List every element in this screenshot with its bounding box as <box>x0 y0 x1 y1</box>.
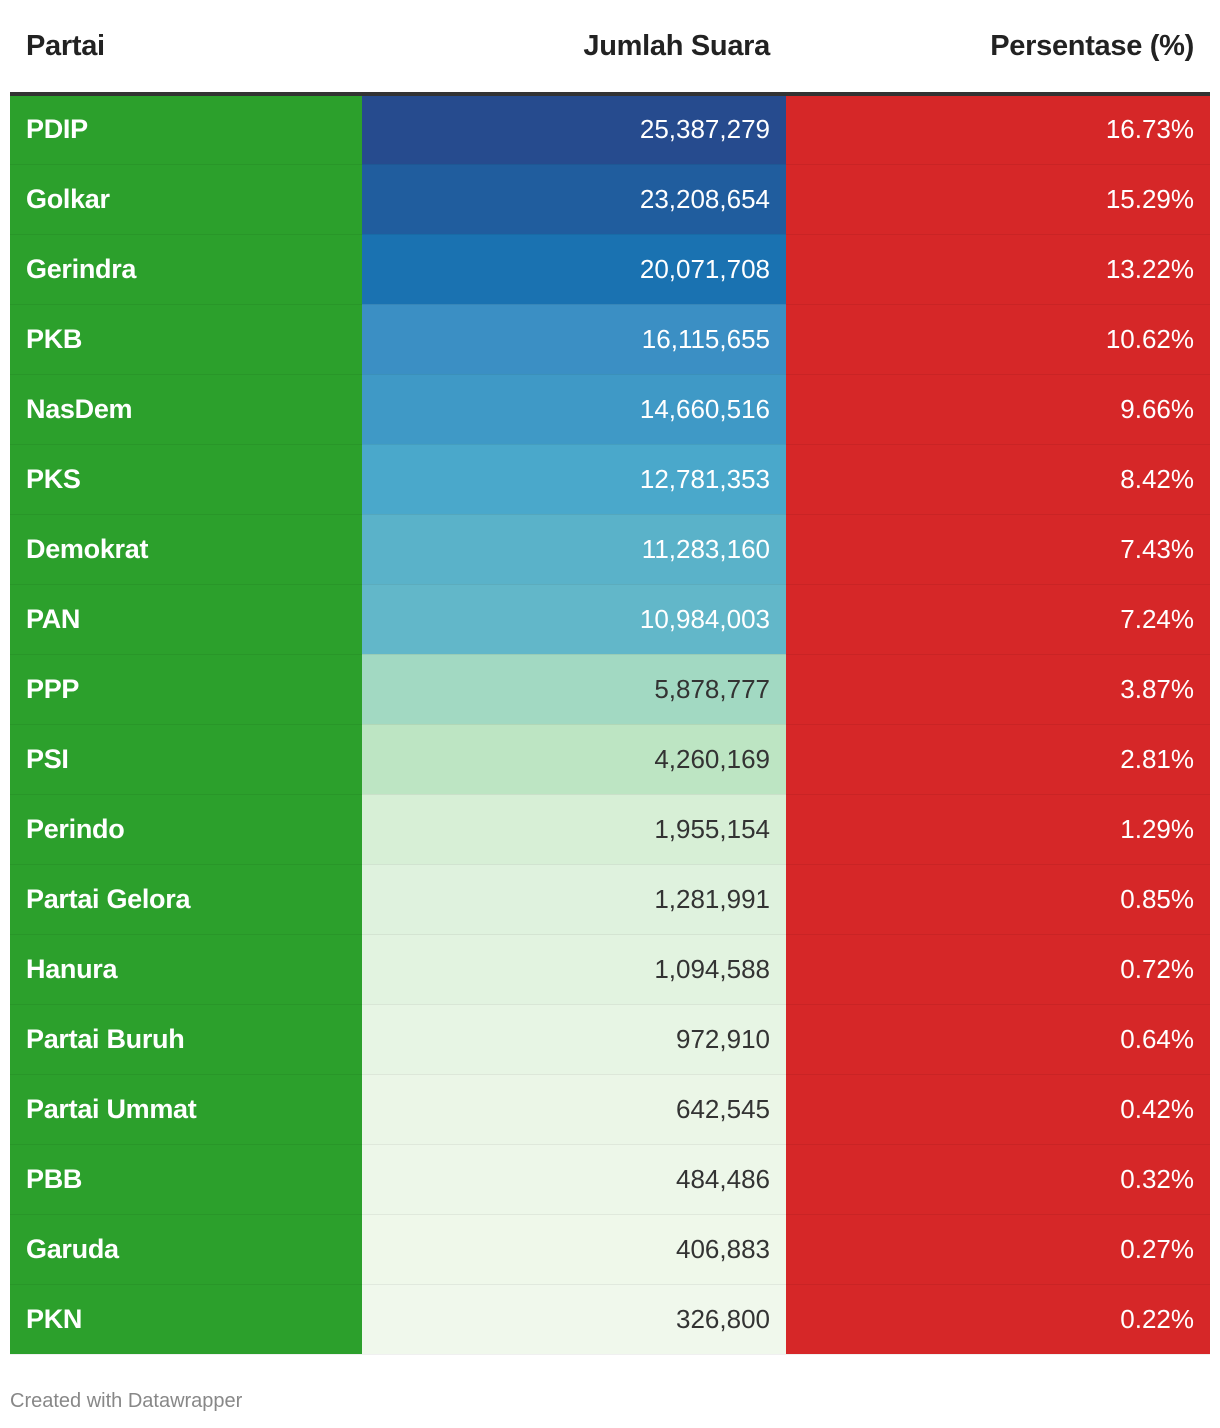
percentage-cell: 0.22% <box>786 1284 1210 1355</box>
vote-count-cell: 1,281,991 <box>362 864 786 935</box>
vote-count-cell: 20,071,708 <box>362 234 786 305</box>
table-row: PAN 10,984,003 7.24% <box>10 584 1210 655</box>
party-name-cell: PKB <box>10 304 362 375</box>
vote-count-cell: 4,260,169 <box>362 724 786 795</box>
vote-count-cell: 10,984,003 <box>362 584 786 655</box>
header-row: Partai Jumlah Suara Persentase (%) <box>10 0 1210 96</box>
party-name-cell: PKN <box>10 1284 362 1355</box>
table-body: PDIP 25,387,279 16.73% Golkar 23,208,654 15.2… <box>10 94 1210 1355</box>
table-row: PPP 5,878,777 3.87% <box>10 654 1210 725</box>
party-name-cell: PAN <box>10 584 362 655</box>
table-row: PDIP 25,387,279 16.73% <box>10 94 1210 165</box>
table-row: PKB 16,115,655 10.62% <box>10 304 1210 375</box>
vote-count-cell: 25,387,279 <box>362 94 786 165</box>
percentage-cell: 8.42% <box>786 444 1210 515</box>
table-header: Partai Jumlah Suara Persentase (%) <box>10 0 1210 96</box>
party-name-cell: Demokrat <box>10 514 362 585</box>
percentage-cell: 0.85% <box>786 864 1210 935</box>
header-jumlah-suara[interactable]: Jumlah Suara <box>362 0 786 96</box>
vote-count-cell: 972,910 <box>362 1004 786 1075</box>
percentage-cell: 0.42% <box>786 1074 1210 1145</box>
table-row: PBB 484,486 0.32% <box>10 1144 1210 1215</box>
party-name-cell: Golkar <box>10 164 362 235</box>
party-name-cell: Perindo <box>10 794 362 865</box>
percentage-cell: 16.73% <box>786 94 1210 165</box>
party-name-cell: Partai Gelora <box>10 864 362 935</box>
percentage-cell: 2.81% <box>786 724 1210 795</box>
percentage-cell: 7.43% <box>786 514 1210 585</box>
table-row: Hanura 1,094,588 0.72% <box>10 934 1210 1005</box>
party-name-cell: NasDem <box>10 374 362 445</box>
vote-count-cell: 406,883 <box>362 1214 786 1285</box>
vote-count-cell: 23,208,654 <box>362 164 786 235</box>
party-name-cell: Garuda <box>10 1214 362 1285</box>
party-name-cell: Gerindra <box>10 234 362 305</box>
party-name-cell: PDIP <box>10 94 362 165</box>
percentage-cell: 1.29% <box>786 794 1210 865</box>
header-partai[interactable]: Partai <box>10 0 362 96</box>
percentage-cell: 0.27% <box>786 1214 1210 1285</box>
table-row: Partai Buruh 972,910 0.64% <box>10 1004 1210 1075</box>
vote-count-cell: 1,094,588 <box>362 934 786 1005</box>
table-row: Gerindra 20,071,708 13.22% <box>10 234 1210 305</box>
table-row: Demokrat 11,283,160 7.43% <box>10 514 1210 585</box>
percentage-cell: 10.62% <box>786 304 1210 375</box>
table-row: Partai Ummat 642,545 0.42% <box>10 1074 1210 1145</box>
vote-count-cell: 642,545 <box>362 1074 786 1145</box>
party-name-cell: Partai Ummat <box>10 1074 362 1145</box>
party-name-cell: PSI <box>10 724 362 795</box>
table-row: PKS 12,781,353 8.42% <box>10 444 1210 515</box>
vote-count-cell: 12,781,353 <box>362 444 786 515</box>
table-row: Golkar 23,208,654 15.29% <box>10 164 1210 235</box>
table-row: PKN 326,800 0.22% <box>10 1284 1210 1355</box>
vote-count-cell: 484,486 <box>362 1144 786 1215</box>
vote-count-cell: 326,800 <box>362 1284 786 1355</box>
table-row: NasDem 14,660,516 9.66% <box>10 374 1210 445</box>
header-persentase[interactable]: Persentase (%) <box>786 0 1210 96</box>
party-name-cell: Hanura <box>10 934 362 1005</box>
percentage-cell: 9.66% <box>786 374 1210 445</box>
table-row: Perindo 1,955,154 1.29% <box>10 794 1210 865</box>
vote-count-cell: 1,955,154 <box>362 794 786 865</box>
percentage-cell: 7.24% <box>786 584 1210 655</box>
vote-count-cell: 5,878,777 <box>362 654 786 725</box>
vote-count-cell: 14,660,516 <box>362 374 786 445</box>
percentage-cell: 15.29% <box>786 164 1210 235</box>
vote-count-cell: 16,115,655 <box>362 304 786 375</box>
percentage-cell: 13.22% <box>786 234 1210 305</box>
party-name-cell: PKS <box>10 444 362 515</box>
party-name-cell: PBB <box>10 1144 362 1215</box>
table-row: Partai Gelora 1,281,991 0.85% <box>10 864 1210 935</box>
percentage-cell: 0.72% <box>786 934 1210 1005</box>
party-name-cell: Partai Buruh <box>10 1004 362 1075</box>
table-row: Garuda 406,883 0.27% <box>10 1214 1210 1285</box>
party-name-cell: PPP <box>10 654 362 725</box>
vote-count-cell: 11,283,160 <box>362 514 786 585</box>
percentage-cell: 0.64% <box>786 1004 1210 1075</box>
election-results-table: Partai Jumlah Suara Persentase (%) PDIP 2… <box>10 0 1210 1355</box>
results-table-container: Partai Jumlah Suara Persentase (%) PDIP 2… <box>10 0 1210 1355</box>
percentage-cell: 3.87% <box>786 654 1210 725</box>
table-row: PSI 4,260,169 2.81% <box>10 724 1210 795</box>
percentage-cell: 0.32% <box>786 1144 1210 1215</box>
datawrapper-credit[interactable]: Created with Datawrapper <box>10 1390 243 1412</box>
